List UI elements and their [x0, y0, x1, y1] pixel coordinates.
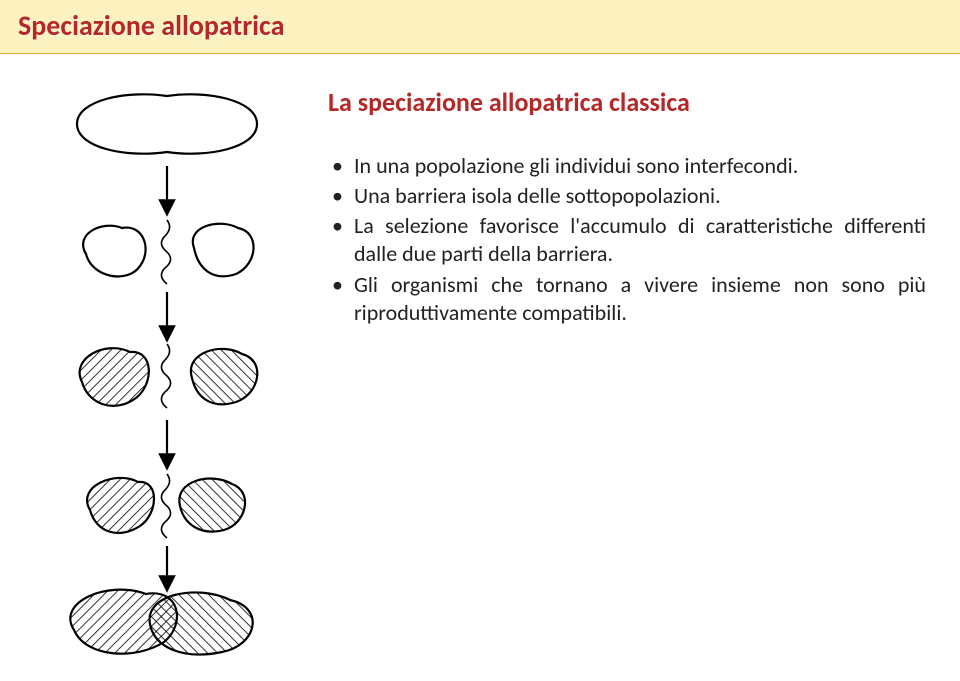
text-column: La speciazione allopatrica classica In u… [322, 82, 926, 662]
speciation-diagram [22, 82, 312, 662]
bullet-list: In una popolazione gli individui sono in… [328, 152, 926, 327]
bullet-item: Una barriera isola delle sottopopolazion… [328, 182, 926, 210]
bullet-item: Gli organismi che tornano a vivere insie… [328, 271, 926, 327]
content-area: La speciazione allopatrica classica In u… [0, 54, 960, 662]
subtitle: La speciazione allopatrica classica [328, 86, 926, 118]
title-band: Speciazione allopatrica [0, 0, 960, 54]
stage-3 [80, 344, 258, 408]
stage-1-blob [77, 94, 257, 153]
stage-2 [83, 220, 253, 284]
bullet-item: La selezione favorisce l'accumulo di car… [328, 212, 926, 268]
diagram-column [12, 82, 322, 662]
bullet-item: In una popolazione gli individui sono in… [328, 152, 926, 180]
stage-4 [87, 474, 245, 538]
stage-5 [70, 590, 252, 655]
page-title: Speciazione allopatrica [18, 8, 942, 43]
